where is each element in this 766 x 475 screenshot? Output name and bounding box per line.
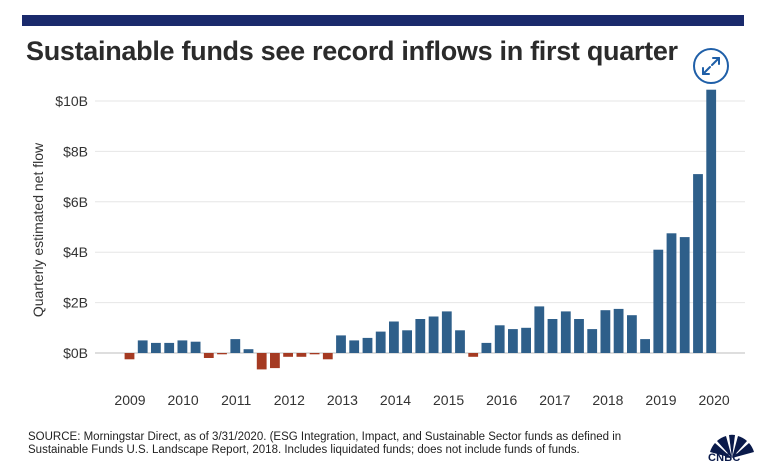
bar xyxy=(494,325,505,353)
bar xyxy=(217,353,227,355)
bar xyxy=(389,321,399,353)
x-tick-label: 2017 xyxy=(539,392,570,408)
bar xyxy=(415,319,426,353)
bar xyxy=(574,319,584,353)
bar xyxy=(560,311,571,353)
bar xyxy=(679,237,690,353)
y-tick-label: $6B xyxy=(63,194,88,210)
x-tick-label: 2014 xyxy=(380,392,411,408)
bar xyxy=(256,353,267,370)
source-note: SOURCE: Morningstar Direct, as of 3/31/2… xyxy=(28,431,718,457)
x-tick-label: 2020 xyxy=(699,392,730,408)
bar xyxy=(441,311,452,353)
bar xyxy=(402,330,412,353)
bar xyxy=(666,233,677,353)
y-tick-label: $10B xyxy=(55,93,88,109)
bar xyxy=(322,353,333,360)
bar xyxy=(164,342,175,353)
bar xyxy=(428,316,439,353)
bar xyxy=(230,339,241,353)
bar xyxy=(270,353,280,369)
bar xyxy=(190,341,201,353)
x-tick-label: 2012 xyxy=(274,392,305,408)
x-tick-label: 2009 xyxy=(114,392,145,408)
expand-arrows-icon xyxy=(702,57,720,75)
bar xyxy=(706,89,717,353)
bar xyxy=(508,329,518,353)
bar xyxy=(336,335,346,353)
top-accent-bar xyxy=(22,15,744,26)
bar xyxy=(151,342,161,353)
cnbc-peacock-icon xyxy=(710,434,754,458)
bar xyxy=(203,353,214,358)
bar xyxy=(283,353,293,357)
source-line-2: Sustainable Funds U.S. Landscape Report,… xyxy=(28,444,580,456)
x-tick-label: 2019 xyxy=(645,392,676,408)
bar xyxy=(349,340,360,353)
y-tick-label: $4B xyxy=(63,244,88,260)
y-tick-label: $0B xyxy=(63,345,88,361)
bar xyxy=(468,353,479,357)
bar xyxy=(137,340,148,353)
bar xyxy=(243,349,254,353)
bar xyxy=(613,308,624,353)
x-tick-label: 2016 xyxy=(486,392,517,408)
x-tick-label: 2013 xyxy=(327,392,358,408)
bar xyxy=(547,319,558,353)
bar xyxy=(653,249,664,353)
y-tick-label: $8B xyxy=(63,143,88,159)
x-tick-label: 2011 xyxy=(221,392,251,408)
bar xyxy=(375,331,386,353)
bar xyxy=(481,342,492,353)
bar xyxy=(534,306,545,353)
bar xyxy=(587,329,598,353)
expand-button[interactable] xyxy=(693,48,729,84)
bar-chart: $0B $2B $4B $6B $8B $10B 2009 2010 2011 2012 2013 2… xyxy=(55,89,745,408)
cnbc-logo-text: CNBC xyxy=(708,452,741,464)
x-tick-label: 2018 xyxy=(592,392,623,408)
bar xyxy=(177,340,188,353)
bar xyxy=(521,327,531,353)
bar xyxy=(640,339,650,353)
bar xyxy=(124,353,135,360)
x-tick-label: 2015 xyxy=(433,392,464,408)
bar xyxy=(309,353,320,355)
source-line-1: SOURCE: Morningstar Direct, as of 3/31/2… xyxy=(28,431,622,443)
bar xyxy=(600,310,611,353)
bar xyxy=(362,337,373,353)
y-tick-label: $2B xyxy=(63,295,88,311)
bar xyxy=(693,174,703,353)
chart-title: Sustainable funds see record inflows in … xyxy=(26,36,678,66)
x-tick-label: 2010 xyxy=(168,392,199,408)
bar xyxy=(627,315,637,353)
bar xyxy=(296,353,307,357)
bar xyxy=(455,330,465,353)
